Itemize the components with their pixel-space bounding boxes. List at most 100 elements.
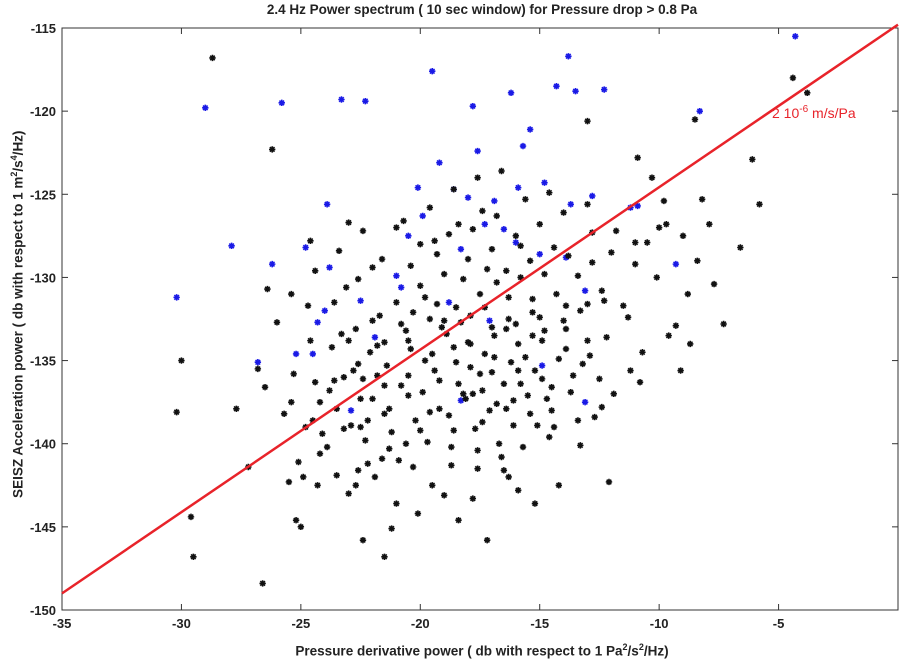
data-point (634, 154, 641, 161)
data-point (228, 242, 235, 250)
data-point (632, 260, 639, 268)
data-point (402, 327, 410, 334)
data-point (326, 264, 333, 271)
data-point (639, 349, 646, 356)
data-point (519, 142, 527, 150)
data-point (292, 517, 300, 524)
data-point (672, 260, 680, 268)
data-point (526, 126, 534, 133)
data-point (323, 201, 331, 208)
data-point (538, 362, 546, 369)
data-point (522, 354, 529, 361)
data-point (524, 392, 531, 399)
data-point (634, 202, 641, 210)
data-point (405, 337, 412, 344)
data-point (555, 355, 563, 363)
data-point (538, 375, 546, 383)
y-tick-label: -125 (30, 187, 56, 202)
data-point (190, 553, 197, 560)
data-point (672, 322, 680, 329)
data-point (405, 232, 412, 240)
data-point (414, 510, 422, 517)
data-point (677, 367, 684, 374)
data-point (464, 339, 472, 346)
data-point (491, 332, 498, 339)
data-point (620, 302, 627, 309)
data-point (503, 405, 510, 412)
data-point (498, 167, 505, 175)
data-point (374, 342, 381, 349)
data-point (519, 443, 527, 451)
data-point (515, 367, 522, 374)
data-point (383, 362, 391, 369)
data-point (698, 196, 706, 203)
data-point (292, 350, 300, 358)
data-point (503, 325, 510, 333)
data-point (414, 184, 422, 191)
data-point (479, 418, 486, 426)
data-point (536, 221, 543, 228)
data-point (376, 312, 383, 319)
data-point (529, 332, 536, 339)
data-point (331, 299, 338, 306)
data-point (452, 304, 460, 311)
data-point (402, 440, 410, 447)
data-point (288, 398, 295, 406)
data-point (407, 262, 414, 269)
data-point (378, 455, 386, 462)
fit-line (61, 23, 899, 595)
data-point (426, 408, 434, 416)
data-point (316, 450, 324, 457)
data-point (354, 275, 362, 283)
data-point (354, 467, 362, 474)
data-point (574, 272, 582, 279)
data-point (476, 370, 484, 378)
data-point (426, 204, 434, 211)
data-point (512, 320, 520, 328)
data-point (386, 405, 393, 412)
data-point (550, 423, 558, 431)
data-point (440, 270, 448, 278)
data-point (259, 580, 266, 587)
data-point (636, 378, 644, 386)
data-point (433, 250, 441, 258)
data-point (584, 117, 591, 125)
data-point (393, 272, 400, 279)
data-point (445, 412, 453, 419)
data-point (429, 482, 436, 489)
data-point (438, 324, 445, 331)
data-points (173, 33, 811, 587)
data-point (352, 325, 359, 333)
data-point (409, 463, 417, 471)
data-point (261, 383, 269, 391)
data-point (417, 240, 424, 248)
data-point (366, 349, 374, 356)
data-point (665, 332, 672, 339)
data-point (307, 237, 314, 245)
data-point (483, 265, 491, 273)
data-point (546, 433, 553, 441)
data-point (331, 377, 338, 384)
data-point (469, 102, 477, 110)
data-point (354, 360, 362, 368)
data-point (371, 473, 379, 481)
data-point (311, 378, 319, 386)
data-point (536, 314, 543, 321)
data-point (429, 68, 436, 75)
data-point (553, 290, 560, 298)
data-point (455, 380, 462, 388)
data-point (464, 255, 472, 263)
data-point (407, 345, 414, 353)
data-point (608, 249, 615, 256)
data-point (304, 302, 312, 309)
data-point (314, 482, 321, 489)
data-point (737, 244, 744, 251)
data-point (510, 422, 517, 429)
data-point (531, 367, 539, 374)
data-point (364, 417, 371, 424)
data-point (469, 495, 477, 502)
data-point (472, 425, 479, 432)
data-point (663, 221, 670, 228)
data-point (505, 294, 512, 301)
